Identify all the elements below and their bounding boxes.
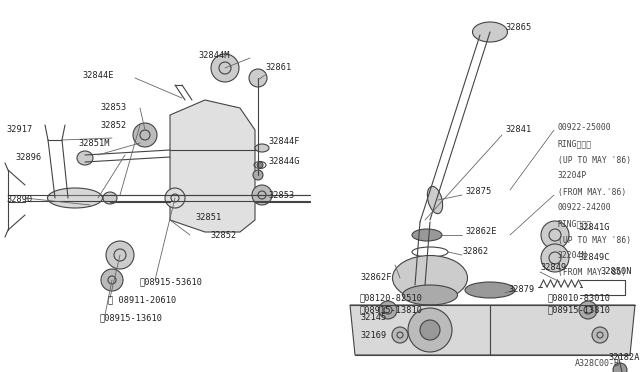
Circle shape bbox=[165, 188, 185, 208]
Circle shape bbox=[257, 162, 263, 168]
Text: 32853: 32853 bbox=[268, 190, 294, 199]
Circle shape bbox=[541, 244, 569, 272]
Ellipse shape bbox=[472, 22, 508, 42]
Circle shape bbox=[101, 269, 123, 291]
Text: 32844E: 32844E bbox=[82, 71, 113, 80]
Circle shape bbox=[613, 363, 627, 372]
Circle shape bbox=[133, 123, 157, 147]
Circle shape bbox=[211, 54, 239, 82]
Circle shape bbox=[392, 327, 408, 343]
Text: Ⓝ 08911-20610: Ⓝ 08911-20610 bbox=[108, 295, 176, 305]
Circle shape bbox=[420, 320, 440, 340]
Text: 32875: 32875 bbox=[465, 187, 492, 196]
Text: 32850N: 32850N bbox=[600, 267, 632, 276]
Polygon shape bbox=[170, 100, 255, 232]
Ellipse shape bbox=[47, 188, 102, 208]
Text: 32844F: 32844F bbox=[268, 138, 300, 147]
Circle shape bbox=[253, 170, 263, 180]
Circle shape bbox=[541, 221, 569, 249]
Ellipse shape bbox=[412, 229, 442, 241]
Text: (UP TO MAY '86): (UP TO MAY '86) bbox=[558, 235, 631, 244]
Text: 32853: 32853 bbox=[100, 103, 126, 112]
Text: A328C00-B: A328C00-B bbox=[575, 359, 620, 368]
Ellipse shape bbox=[392, 256, 467, 301]
Text: 32851: 32851 bbox=[195, 214, 221, 222]
Text: 32182A: 32182A bbox=[608, 353, 639, 362]
Text: 32862F: 32862F bbox=[360, 273, 392, 282]
Text: Ⓥ08915-13610: Ⓥ08915-13610 bbox=[100, 314, 163, 323]
Text: Ⓦ08915-13810: Ⓦ08915-13810 bbox=[548, 305, 611, 314]
Text: RINGリング: RINGリング bbox=[558, 219, 592, 228]
Text: 32896: 32896 bbox=[15, 154, 41, 163]
Text: RINGリング: RINGリング bbox=[558, 140, 592, 148]
Circle shape bbox=[379, 301, 397, 319]
Ellipse shape bbox=[428, 186, 443, 214]
Ellipse shape bbox=[103, 192, 117, 204]
Ellipse shape bbox=[403, 285, 458, 305]
Text: 32852: 32852 bbox=[100, 121, 126, 129]
Text: 32862: 32862 bbox=[462, 247, 488, 257]
Text: 32844M: 32844M bbox=[198, 51, 230, 60]
Circle shape bbox=[249, 69, 267, 87]
Text: Ⓑ08120-82510: Ⓑ08120-82510 bbox=[360, 294, 423, 302]
Text: 32890: 32890 bbox=[6, 196, 32, 205]
Text: 32849C: 32849C bbox=[578, 253, 609, 263]
Circle shape bbox=[106, 241, 134, 269]
Text: (UP TO MAY '86): (UP TO MAY '86) bbox=[558, 155, 631, 164]
Text: 32917: 32917 bbox=[6, 125, 32, 135]
Text: 32844G: 32844G bbox=[268, 157, 300, 167]
Circle shape bbox=[592, 327, 608, 343]
Text: Ⓥ08915-13810: Ⓥ08915-13810 bbox=[360, 305, 423, 314]
Text: 32841: 32841 bbox=[505, 125, 531, 135]
Text: 32145: 32145 bbox=[360, 314, 387, 323]
Text: Ⓦ08915-53610: Ⓦ08915-53610 bbox=[140, 278, 203, 286]
Text: 00922-25000: 00922-25000 bbox=[558, 124, 612, 132]
Text: 32862E: 32862E bbox=[465, 228, 497, 237]
Text: 32851M: 32851M bbox=[78, 138, 109, 148]
Ellipse shape bbox=[255, 144, 269, 152]
Circle shape bbox=[408, 308, 452, 352]
Text: (FROM MAY.'86): (FROM MAY.'86) bbox=[558, 267, 627, 276]
Text: 32861: 32861 bbox=[265, 64, 291, 73]
Text: 32841G: 32841G bbox=[578, 224, 609, 232]
Ellipse shape bbox=[465, 282, 515, 298]
Text: 32204N: 32204N bbox=[558, 251, 588, 260]
Text: 32865: 32865 bbox=[505, 23, 531, 32]
Text: (FROM MAY.'86): (FROM MAY.'86) bbox=[558, 187, 627, 196]
Circle shape bbox=[579, 301, 597, 319]
Text: 32849: 32849 bbox=[540, 263, 566, 273]
Text: 32204P: 32204P bbox=[558, 171, 588, 180]
Text: 00922-24200: 00922-24200 bbox=[558, 203, 612, 212]
Text: 32169: 32169 bbox=[360, 330, 387, 340]
Ellipse shape bbox=[77, 151, 93, 165]
Text: 32852: 32852 bbox=[210, 231, 236, 240]
Circle shape bbox=[252, 185, 272, 205]
Text: Ⓑ08010-83010: Ⓑ08010-83010 bbox=[548, 294, 611, 302]
Polygon shape bbox=[350, 305, 635, 355]
Text: 32879: 32879 bbox=[508, 285, 534, 295]
